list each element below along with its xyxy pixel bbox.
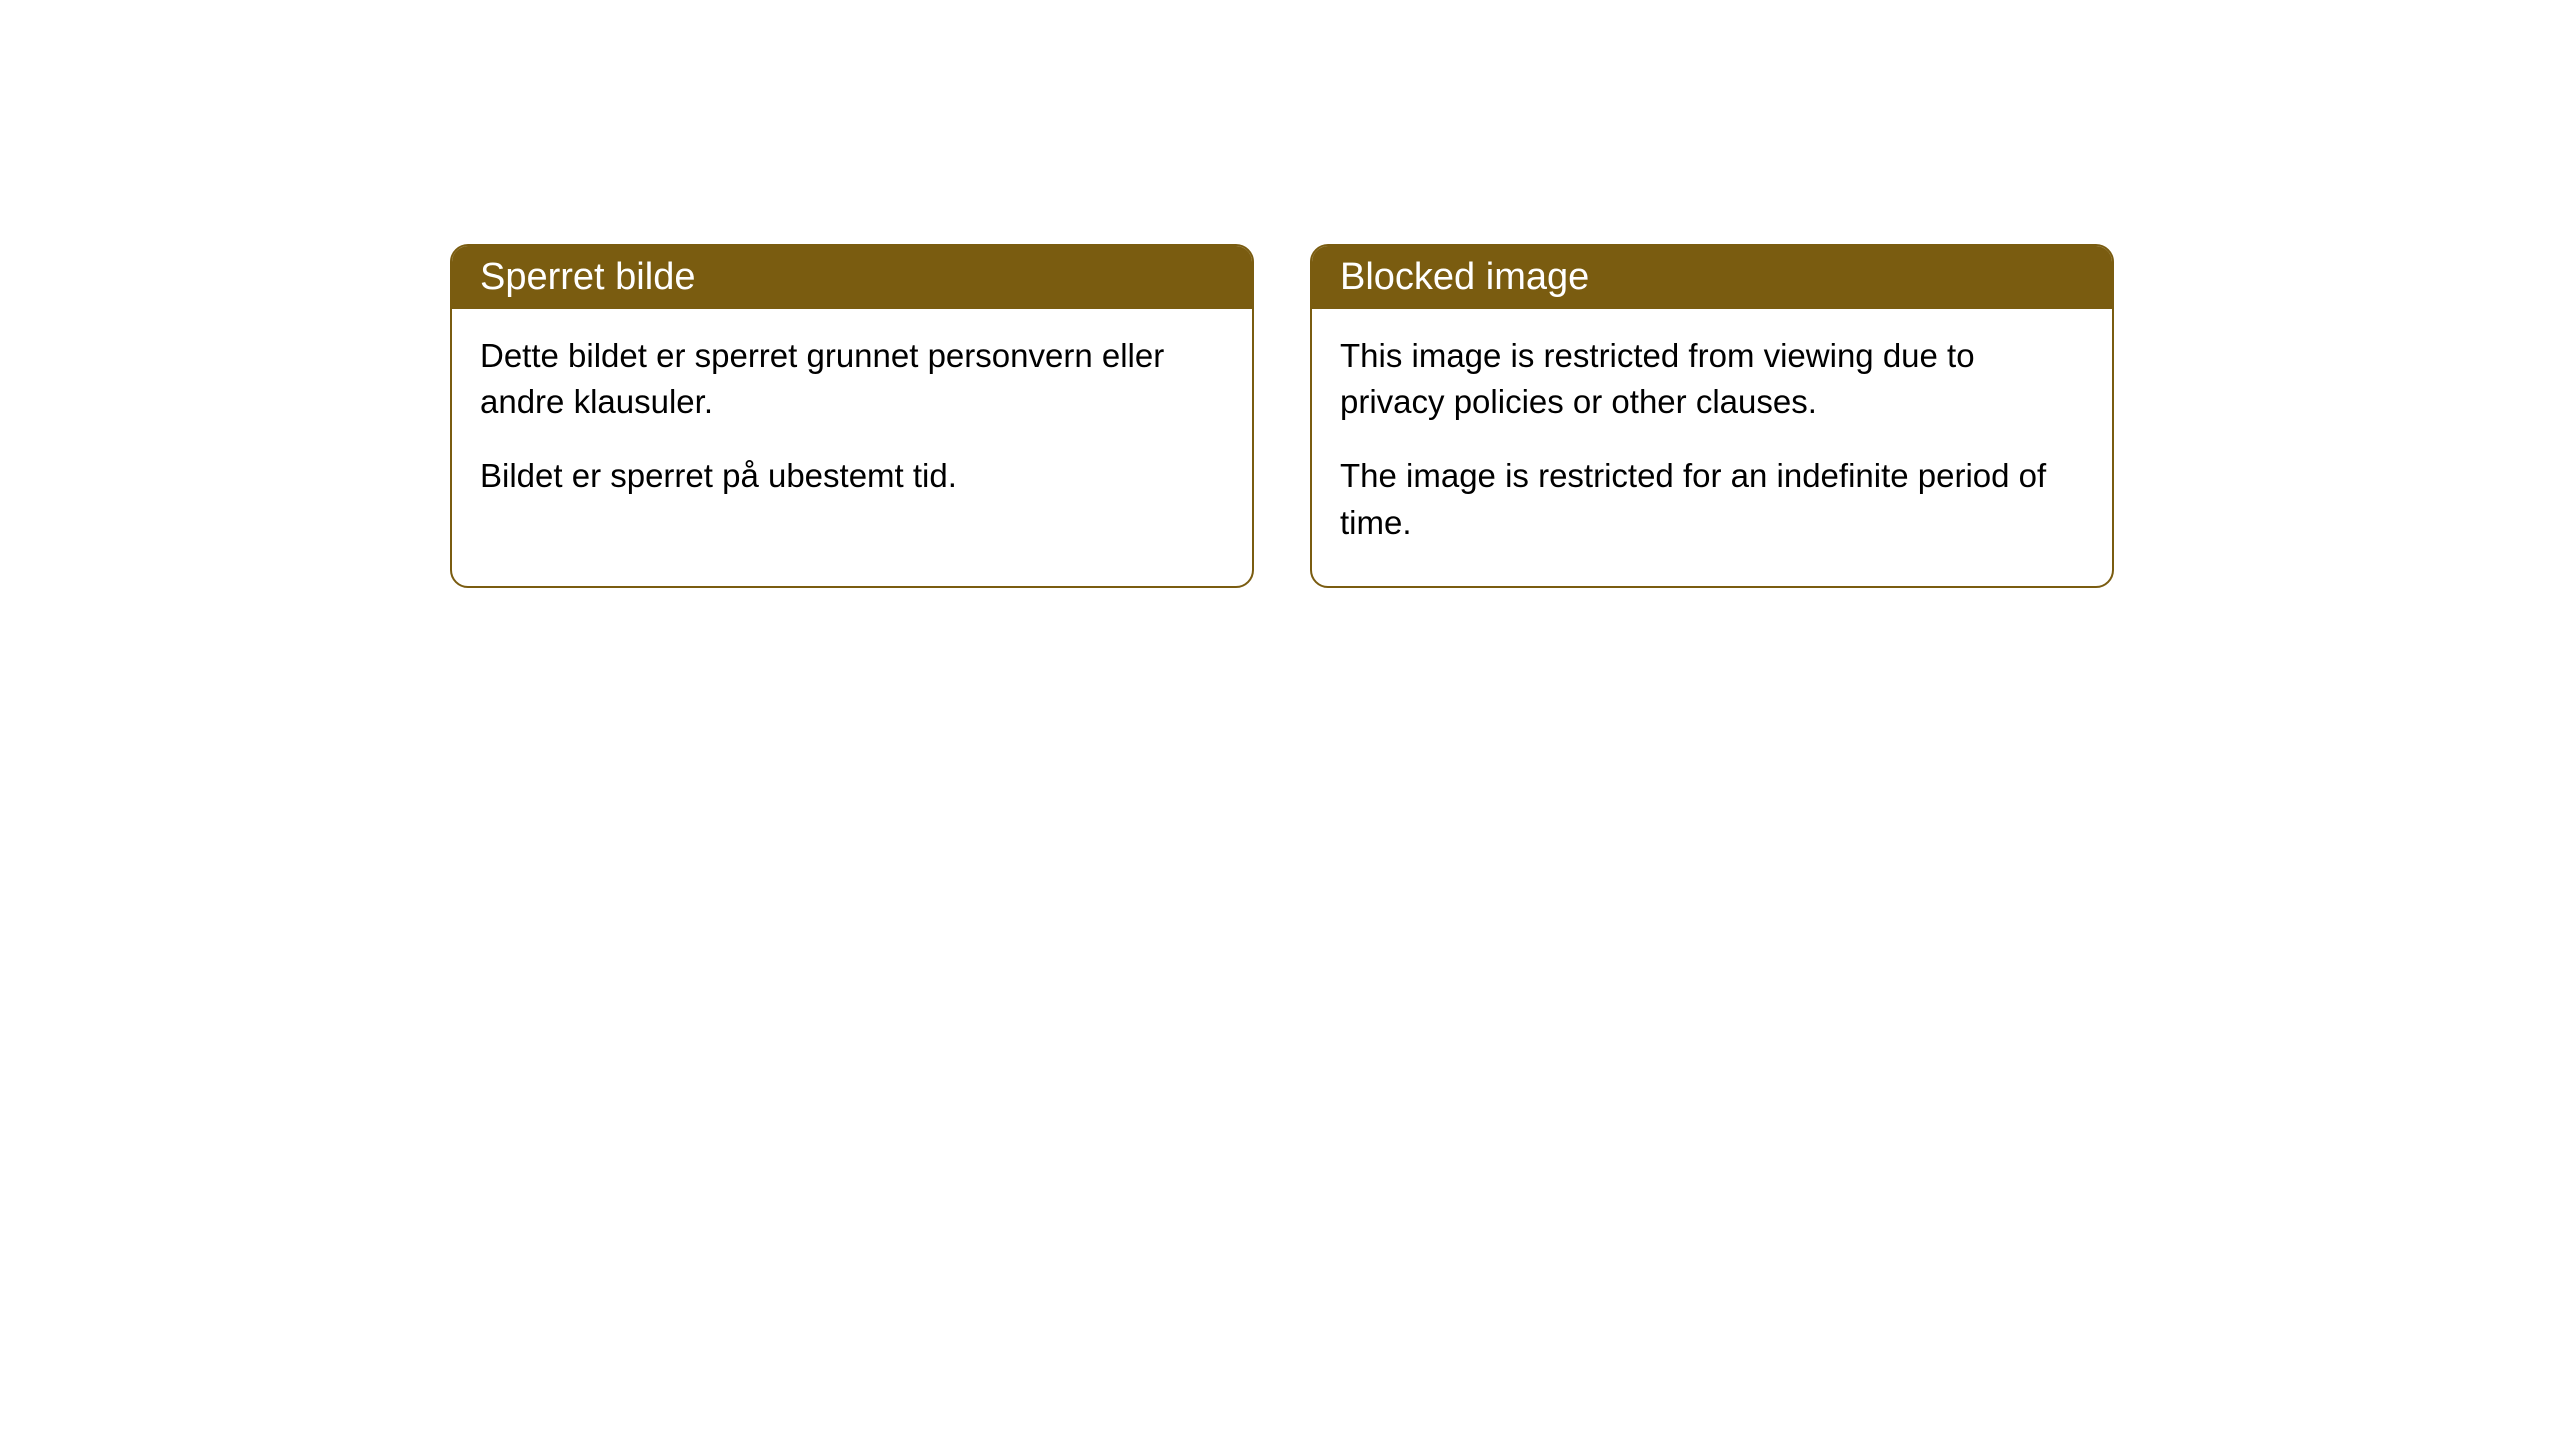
blocked-image-card-english: Blocked image This image is restricted f… <box>1310 244 2114 588</box>
card-body-english: This image is restricted from viewing du… <box>1312 309 2112 586</box>
card-paragraph: Bildet er sperret på ubestemt tid. <box>480 453 1224 499</box>
card-header-norwegian: Sperret bilde <box>452 246 1252 309</box>
card-body-norwegian: Dette bildet er sperret grunnet personve… <box>452 309 1252 540</box>
blocked-image-card-norwegian: Sperret bilde Dette bildet er sperret gr… <box>450 244 1254 588</box>
card-paragraph: Dette bildet er sperret grunnet personve… <box>480 333 1224 425</box>
card-header-english: Blocked image <box>1312 246 2112 309</box>
card-title: Blocked image <box>1340 256 1589 298</box>
card-paragraph: This image is restricted from viewing du… <box>1340 333 2084 425</box>
card-title: Sperret bilde <box>480 256 695 298</box>
notice-cards-container: Sperret bilde Dette bildet er sperret gr… <box>450 244 2114 588</box>
card-paragraph: The image is restricted for an indefinit… <box>1340 453 2084 545</box>
